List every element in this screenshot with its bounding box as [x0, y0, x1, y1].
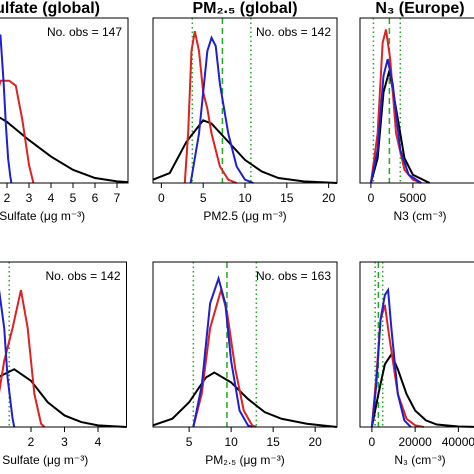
- plot-frame: [359, 17, 474, 184]
- x-tick-label: 20000: [398, 435, 432, 449]
- x-tick-label: 4: [95, 435, 102, 449]
- x-axis-label: N3 (cm⁻³): [394, 209, 447, 223]
- x-axis-label: Sulfate (μg m⁻³): [2, 453, 88, 467]
- x-tick-label: 5: [70, 191, 77, 205]
- plot-frame: [152, 17, 338, 184]
- density-line: [0, 34, 13, 184]
- density-line: [370, 352, 474, 428]
- x-tick-label: 5000: [400, 191, 427, 205]
- x-tick-label: 10: [224, 435, 238, 449]
- x-tick-label: 4: [48, 191, 55, 205]
- panel-title: Sulfate (global): [0, 0, 100, 17]
- x-tick-label: 0: [158, 191, 165, 205]
- obs-count: No. obs = 163: [256, 269, 331, 283]
- x-tick-label: 15: [266, 435, 280, 449]
- x-axis-label: Sulfate (μg m⁻³): [0, 209, 85, 223]
- density-line: [0, 368, 127, 428]
- x-tick-label: 20: [322, 191, 336, 205]
- plot-frame: [0, 261, 127, 428]
- x-axis-label: PM2.5 (μg m⁻³): [203, 209, 286, 223]
- x-tick-label: 40000: [442, 435, 474, 449]
- plot-frame: [0, 17, 129, 184]
- obs-count: No. obs = 147: [47, 25, 122, 39]
- x-tick-label: 5: [200, 191, 207, 205]
- obs-count: No. obs = 142: [256, 25, 331, 39]
- density-line: [152, 119, 338, 184]
- plot-frame: [359, 261, 474, 428]
- x-tick-label: 7: [114, 191, 121, 205]
- x-tick-label: 2: [4, 191, 11, 205]
- density-line: [152, 371, 338, 428]
- density-line: [192, 275, 253, 428]
- x-tick-label: 0: [369, 435, 376, 449]
- x-axis-label: N₃ (cm⁻³): [394, 453, 445, 467]
- obs-count: No. obs = 142: [45, 269, 120, 283]
- density-line: [0, 289, 16, 428]
- x-tick-label: 5: [186, 435, 193, 449]
- panel-title: N₃ (Europe): [375, 0, 464, 17]
- density-line: [0, 116, 129, 184]
- x-axis-label: PM₂.₅ (μg m⁻³): [205, 453, 284, 467]
- density-line: [189, 35, 254, 184]
- density-line: [0, 79, 35, 184]
- x-tick-label: 20: [308, 435, 322, 449]
- x-tick-label: 10: [238, 191, 252, 205]
- plot-frame: [152, 261, 338, 428]
- x-tick-label: 3: [26, 191, 33, 205]
- density-line: [192, 286, 257, 428]
- density-line: [370, 287, 412, 428]
- panel-title: PM₂.₅ (global): [192, 0, 297, 17]
- x-tick-label: 15: [280, 191, 294, 205]
- x-tick-label: 2: [28, 435, 35, 449]
- density-line: [369, 59, 422, 184]
- density-line: [183, 30, 238, 184]
- x-tick-label: 0: [368, 191, 375, 205]
- x-tick-label: 3: [61, 435, 68, 449]
- x-tick-label: 6: [92, 191, 99, 205]
